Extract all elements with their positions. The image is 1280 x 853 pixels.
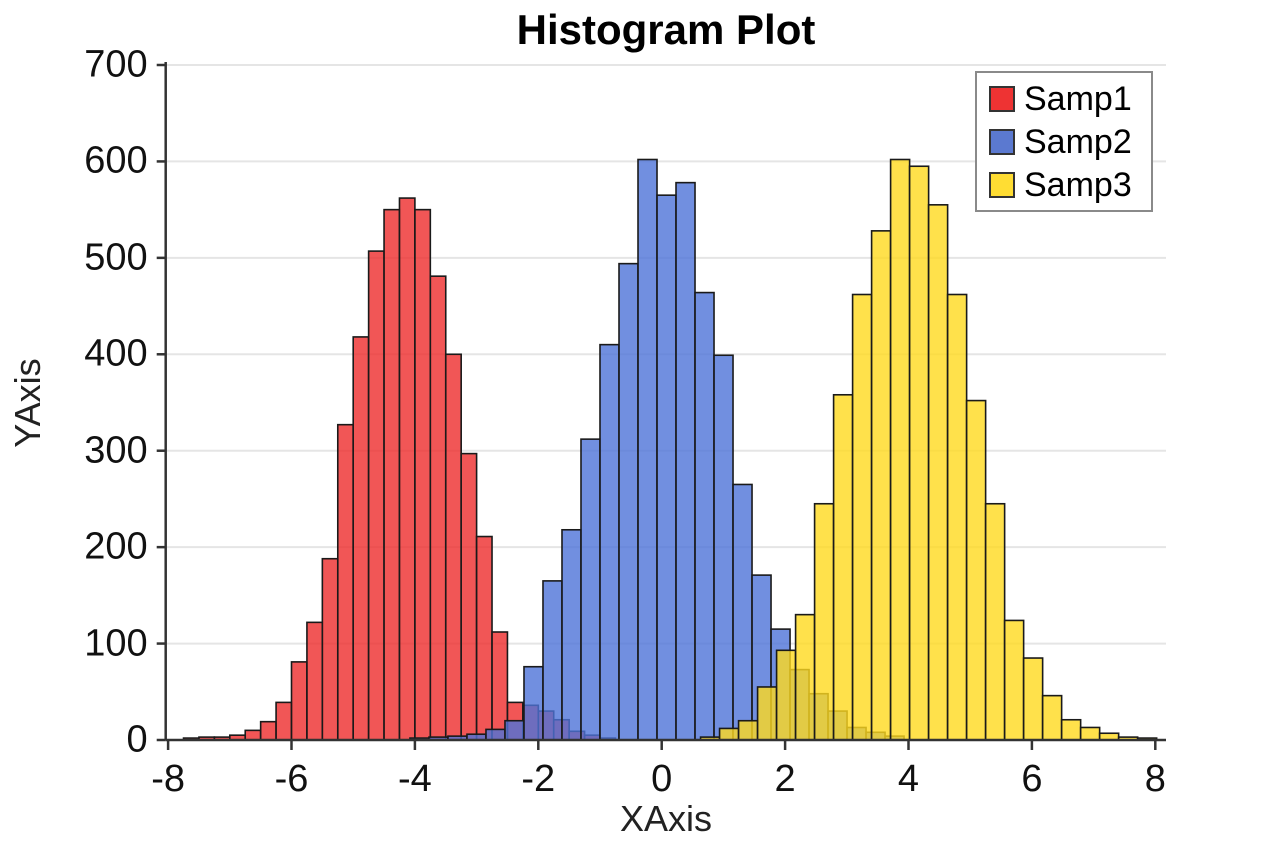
histogram-bar [367,250,385,741]
histogram-bar [580,438,601,741]
histogram-bar [927,204,949,741]
histogram-bar [290,661,308,741]
histogram-bar [851,293,873,741]
histogram-bar [870,230,892,741]
histogram-bar [1022,657,1044,741]
histogram-bar [984,502,1006,741]
histogram-bar [637,158,658,741]
y-tick-label: 400 [84,332,148,375]
histogram-bar [618,262,639,741]
histogram-bar [1041,694,1063,741]
histogram-bar [542,580,563,741]
histogram-bar [756,686,778,741]
histogram-bar [306,621,324,741]
histogram-bar [732,483,753,741]
histogram-bar [656,194,677,741]
x-tick-label: -4 [397,758,432,800]
histogram-bar [599,343,620,741]
histogram-bar [336,423,354,741]
histogram-bar [244,729,262,741]
x-tick-label: 4 [897,758,920,800]
histogram-bar [259,720,277,741]
legend: Samp1 Samp2 Samp3 [975,71,1153,212]
legend-label: Samp3 [1024,165,1132,204]
histogram-bar [889,158,911,741]
x-axis-title: XAxis [619,798,713,839]
samp3-swatch-icon [989,171,1015,198]
histogram-bar [383,208,401,741]
histogram-bar [275,701,293,741]
histogram-bar [737,719,759,741]
histogram-bar [718,727,740,741]
histogram-bar [460,452,478,741]
y-tick-label: 200 [84,525,148,568]
histogram-bar [321,557,339,741]
legend-label: Samp1 [1024,79,1132,118]
histogram-bar [352,336,370,741]
histogram-bar [1060,718,1082,741]
histogram-bar [794,613,816,741]
histogram-bar [832,393,854,741]
histogram-bar [504,719,525,741]
histogram-bar [965,399,987,741]
histogram-bar [1003,619,1025,741]
x-tick-label: -2 [521,758,556,800]
samp1-swatch-icon [989,85,1015,112]
histogram-bar [813,502,835,741]
histogram-bar [713,354,734,741]
histogram-bar [908,165,930,741]
histogram-bar [414,208,432,741]
y-tick-label: 600 [84,139,148,182]
x-tick-label: 2 [774,758,796,800]
legend-item-samp1[interactable]: Samp1 [989,82,1151,116]
histogram-bar [946,293,968,741]
histogram-bar [775,649,797,741]
y-tick-label: 100 [84,622,148,665]
x-tick-label: -8 [151,758,185,800]
histogram-bar [398,197,416,741]
y-tick-label: 500 [84,236,148,279]
histogram-bar [523,665,544,741]
histogram-bar [1079,726,1101,741]
histogram-bar [429,275,447,741]
histogram-bar [485,728,506,741]
y-tick-label: 0 [126,718,148,761]
y-tick-label: 700 [84,43,148,86]
histogram-bar [475,535,493,741]
histogram-bar [675,181,696,741]
y-tick-label: 300 [84,429,148,472]
legend-item-samp2[interactable]: Samp2 [989,125,1151,159]
legend-label: Samp2 [1024,122,1132,161]
x-tick-label: -6 [274,758,309,800]
x-tick-label: 8 [1144,758,1166,800]
x-tick-label: 6 [1021,758,1043,800]
histogram-bar [694,291,715,741]
chart-title: Histogram Plot [516,6,816,53]
histogram-bar [444,353,462,741]
x-tick-label: 0 [651,758,673,800]
samp2-swatch-icon [989,128,1015,155]
legend-item-samp3[interactable]: Samp3 [989,168,1151,202]
histogram-bar [561,528,582,741]
